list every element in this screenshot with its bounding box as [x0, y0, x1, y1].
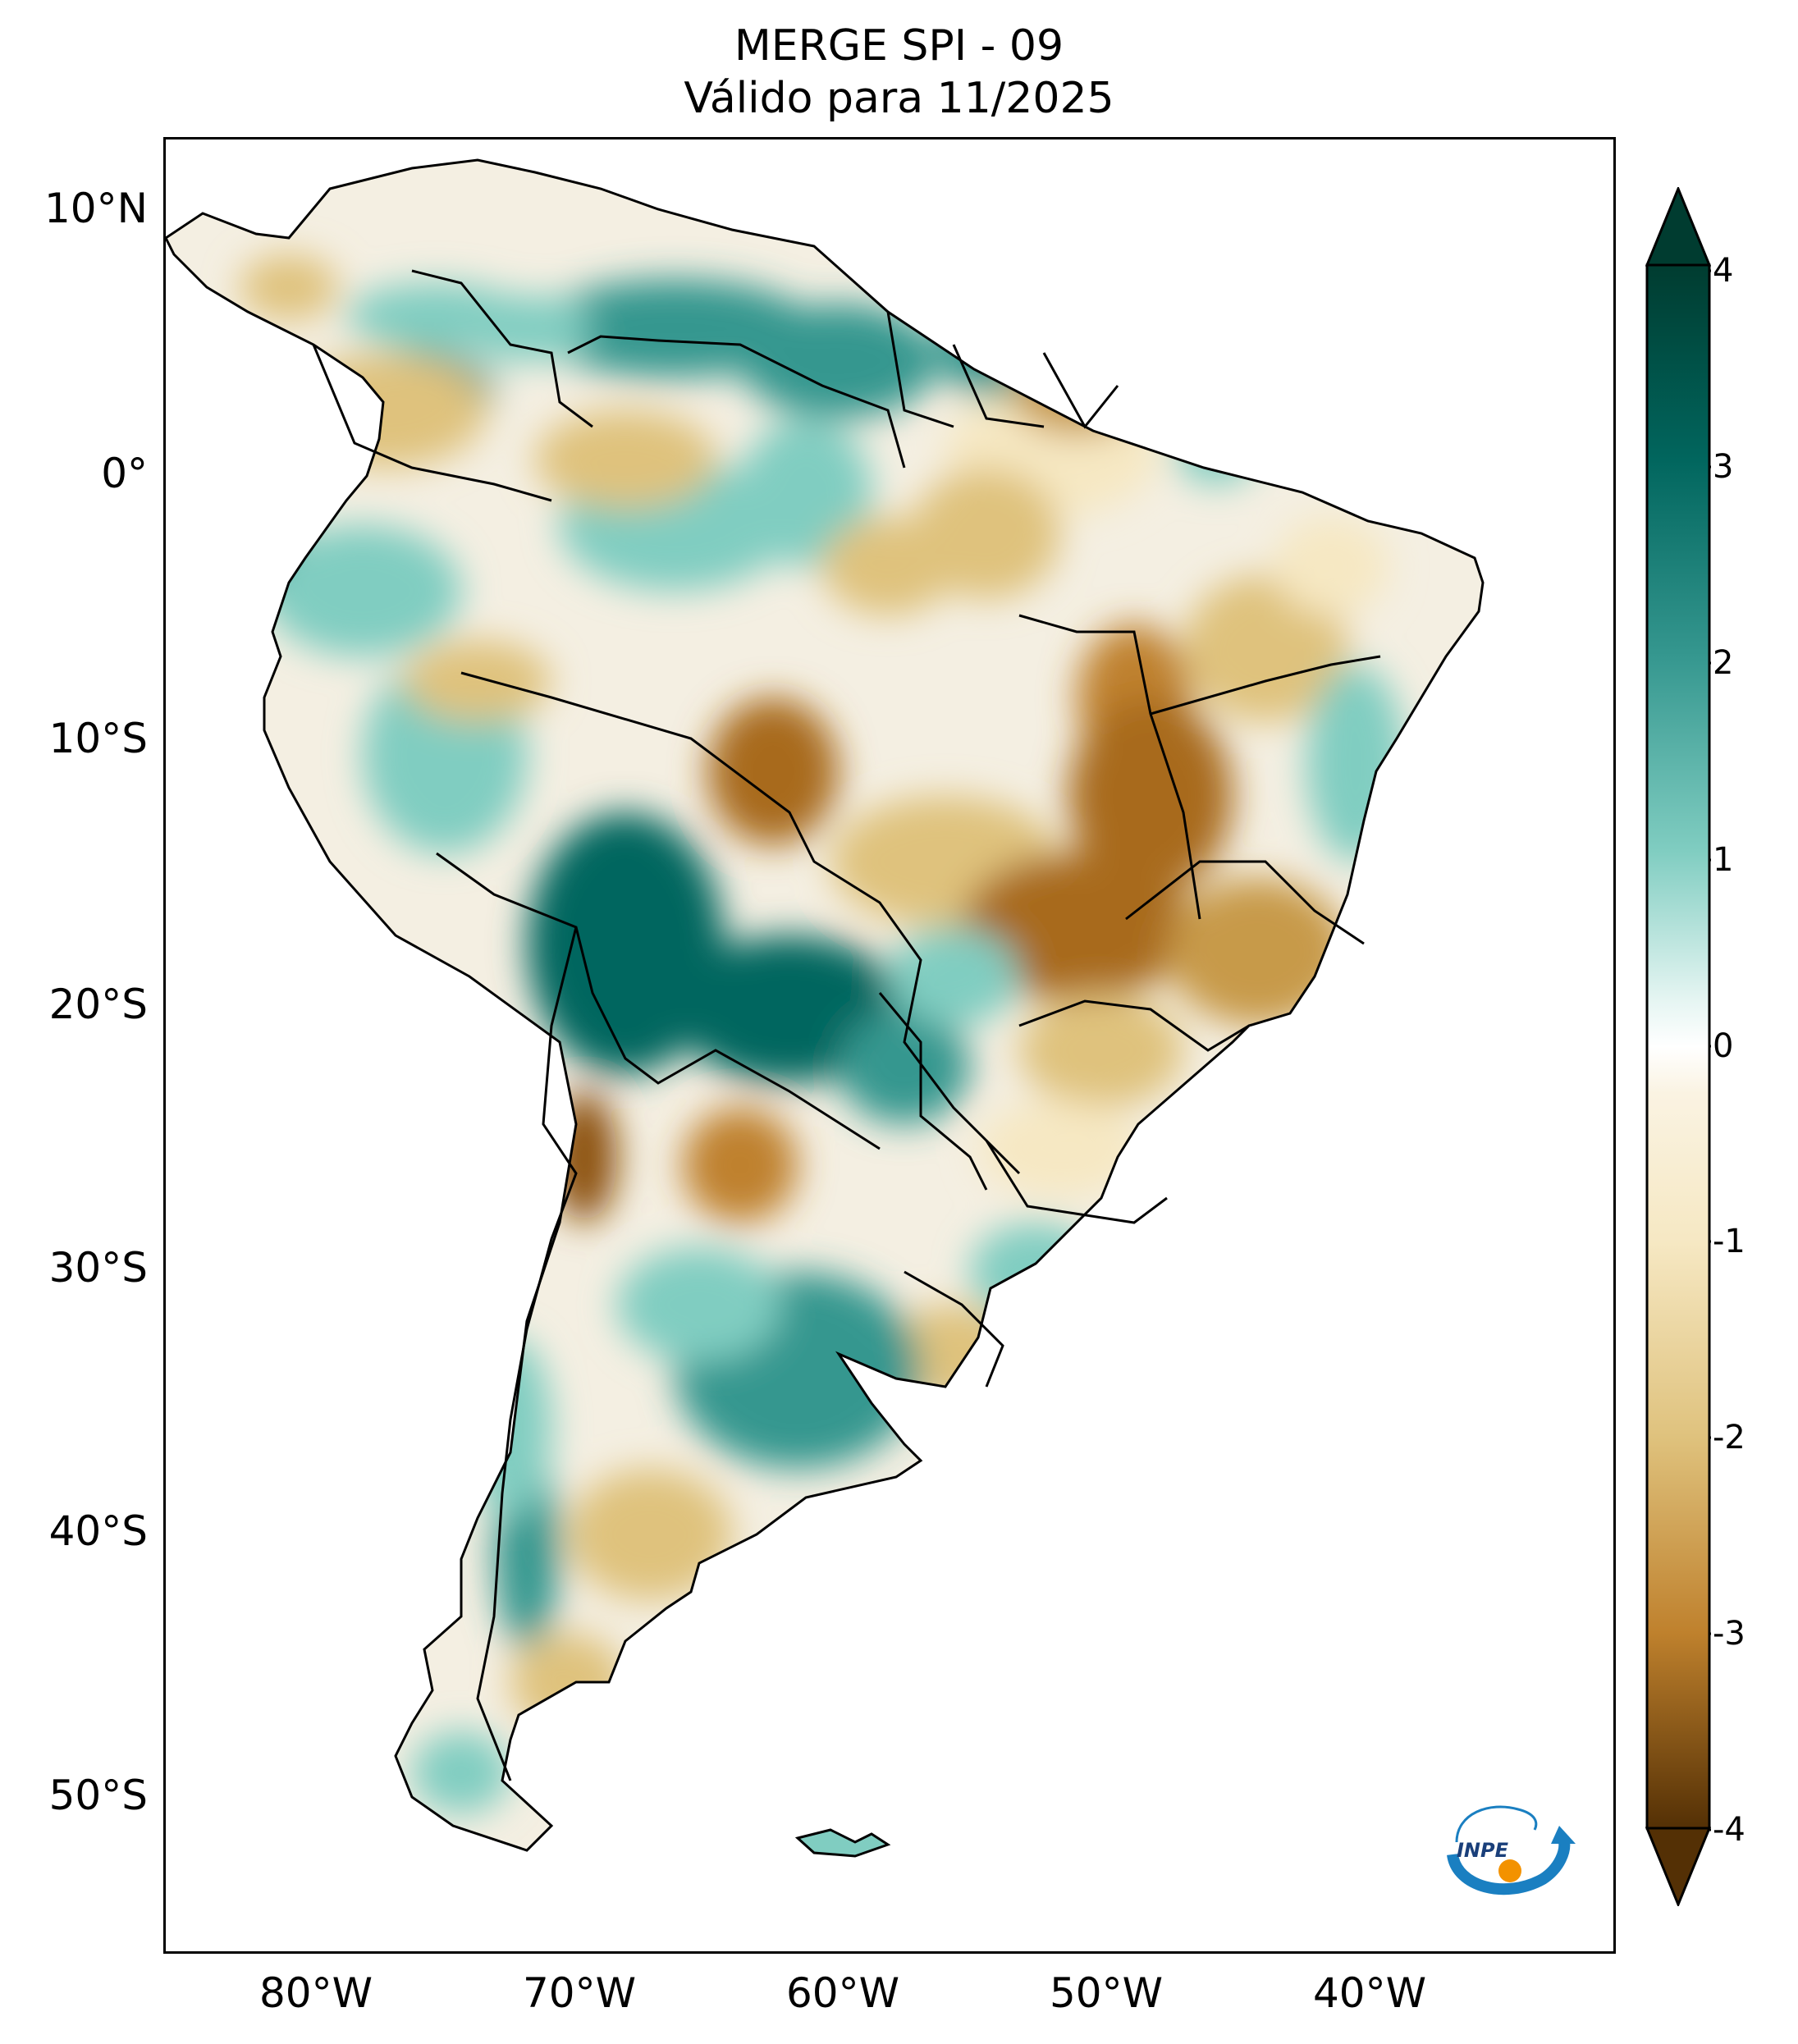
border-paraguay: [878, 992, 988, 1191]
colorbar-top-arrow: [1645, 187, 1711, 267]
border-french-guiana: [1042, 352, 1119, 429]
lat-label-10n: 10°N: [43, 185, 148, 232]
colorbar-tick-minus3: -3: [1713, 1615, 1745, 1653]
colorbar-tick-minus1: -1: [1713, 1223, 1745, 1260]
lat-label-50s: 50°S: [48, 1772, 148, 1819]
lon-label-70w: 70°W: [522, 1969, 637, 2017]
colorbar-gradient: [1645, 263, 1711, 1830]
map-frame: [163, 137, 1616, 1954]
border-brazil-south: [985, 1140, 1168, 1224]
border-uruguay: [904, 1270, 1004, 1388]
colorbar-tick-0: 0: [1713, 1027, 1734, 1065]
state-borders-central: [1125, 860, 1365, 945]
border-peru-ecuador: [312, 344, 552, 502]
map-svg: [166, 158, 1485, 1858]
border-suriname: [952, 344, 1045, 428]
border-guyana: [886, 311, 954, 428]
colorbar-tick-minus4: -4: [1713, 1811, 1745, 1849]
map-title: MERGE SPI - 09: [734, 21, 1064, 71]
falkland-islands: [794, 1828, 891, 1858]
lon-label-40w: 40°W: [1312, 1969, 1427, 2017]
map-subtitle: Válido para 11/2025: [684, 74, 1114, 123]
colorbar-tick-2: 2: [1713, 644, 1734, 682]
lon-label-80w: 80°W: [258, 1969, 373, 2017]
inpe-logo-text: INPE: [1457, 1839, 1509, 1862]
lon-label-50w: 50°W: [1049, 1969, 1164, 2017]
border-bolivia-argentina: [436, 852, 881, 1150]
state-borders-northeast: [1150, 655, 1381, 716]
colorbar-bottom-arrow: [1645, 1827, 1711, 1906]
colorbar: [1645, 187, 1711, 1906]
colorbar-tick-4: 4: [1713, 252, 1734, 290]
state-borders-southeast: [1018, 999, 1250, 1052]
colorbar-tick-1: 1: [1713, 841, 1734, 879]
lat-label-20s: 20°S: [48, 981, 148, 1028]
border-venezuela-brazil: [567, 335, 906, 469]
border-chile-argentina: [476, 926, 578, 1781]
lat-label-10s: 10°S: [48, 715, 148, 762]
colorbar-tick-3: 3: [1713, 448, 1734, 486]
colorbar-tick-minus2: -2: [1713, 1419, 1745, 1456]
inpe-logo: INPE: [1447, 1805, 1576, 1895]
lon-label-60w: 60°W: [785, 1969, 900, 2017]
border-colombia-venezuela: [411, 269, 593, 428]
lat-label-40s: 40°S: [48, 1507, 148, 1555]
lat-label-30s: 30°S: [48, 1244, 148, 1292]
state-borders-north: [1018, 614, 1201, 920]
border-brazil-bolivia: [460, 671, 1021, 1175]
borders: [166, 158, 1485, 1852]
lat-label-0: 0°: [101, 450, 148, 497]
